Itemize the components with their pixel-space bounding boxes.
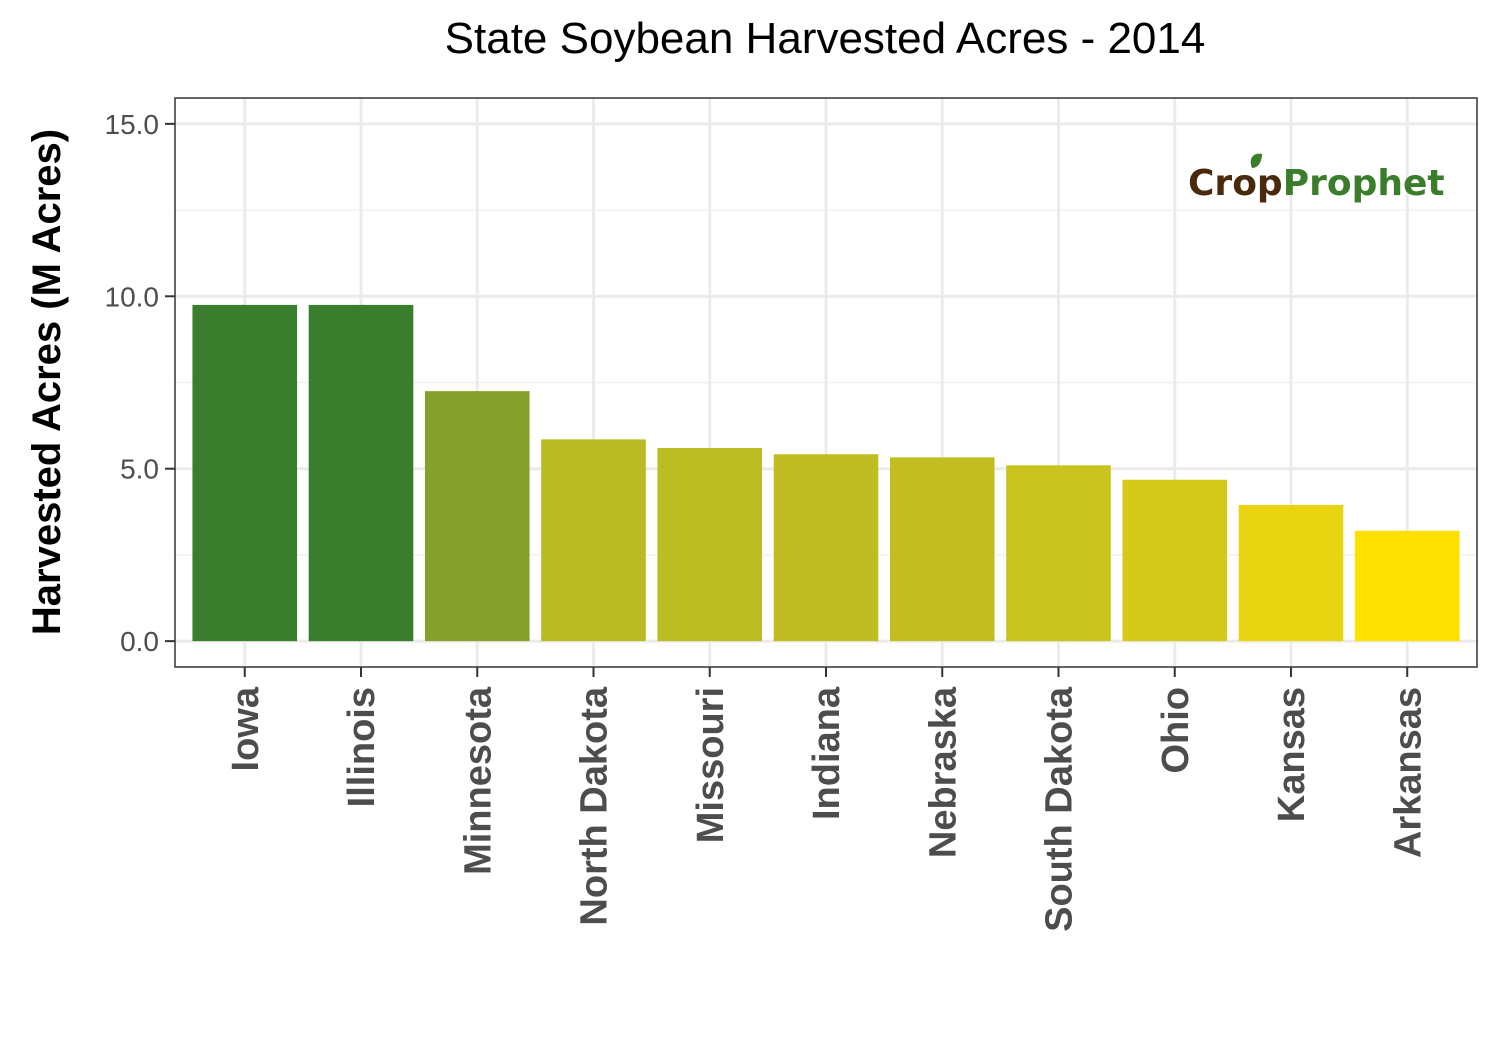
x-tick-label: Nebraska: [922, 686, 964, 858]
y-axis-title: Harvested Acres (M Acres): [25, 129, 69, 635]
y-tick-label: 5.0: [120, 454, 159, 485]
y-axis: 0.0 5.0 10.0 15.0: [105, 109, 175, 657]
logo-part-prophet: Prophet: [1283, 163, 1445, 204]
bar-missouri: [657, 448, 763, 642]
cropprophet-logo: CropProphet: [1188, 153, 1445, 204]
logo-part-crop-1: Cr: [1188, 163, 1232, 204]
logo-part-crop-3: p: [1257, 163, 1283, 204]
bar-indiana: [773, 454, 879, 642]
chart-title: State Soybean Harvested Acres - 2014: [444, 14, 1206, 63]
bar-iowa: [192, 304, 298, 642]
bar-arkansas: [1354, 530, 1460, 642]
bar-illinois: [308, 304, 414, 642]
sprout-leaf-icon: [1250, 153, 1262, 168]
bar-minnesota: [424, 391, 530, 642]
y-tick-label: 15.0: [105, 109, 160, 140]
bar-nebraska: [889, 457, 995, 642]
x-tick-label: Arkansas: [1387, 687, 1429, 858]
x-tick-label: South Dakota: [1039, 686, 1081, 932]
bar-south-dakota: [1006, 465, 1111, 642]
y-tick-label: 10.0: [105, 281, 160, 312]
x-tick-label: North Dakota: [574, 686, 616, 925]
logo-part-crop-2: o: [1232, 163, 1257, 204]
x-tick-label: Illinois: [341, 687, 383, 807]
bars: [192, 304, 1460, 642]
x-tick-label: Kansas: [1271, 687, 1313, 822]
x-tick-label: Iowa: [225, 686, 267, 771]
bar-ohio: [1122, 479, 1228, 642]
x-tick-label: Missouri: [690, 687, 732, 843]
x-axis: Iowa Illinois Minnesota North Dakota Missour…: [225, 667, 1429, 932]
x-tick-label: Ohio: [1155, 687, 1197, 774]
y-tick-label: 0.0: [120, 626, 159, 657]
bar-north-dakota: [541, 439, 646, 642]
x-tick-label: Indiana: [806, 686, 848, 820]
x-tick-label: Minnesota: [457, 686, 499, 875]
plot-panel: [174, 97, 1478, 668]
logo-text: CropProphet: [1188, 163, 1445, 204]
bar-kansas: [1238, 504, 1344, 642]
